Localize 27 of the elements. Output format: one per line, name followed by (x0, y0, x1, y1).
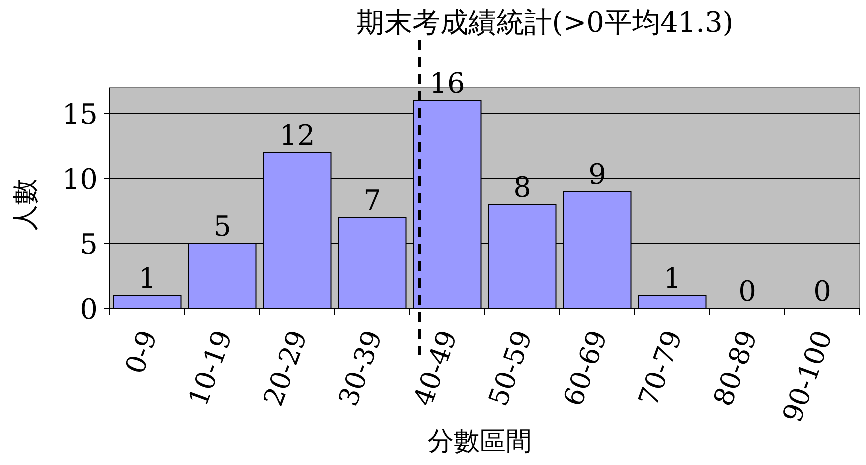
x-axis-title: 分數區間 (428, 427, 532, 457)
y-axis-title: 人數 (11, 179, 41, 231)
chart-title: 期末考成績統計(>0平均41.3) (356, 6, 734, 39)
y-tick-label: 10 (62, 163, 98, 196)
x-tick-label: 10-19 (183, 326, 240, 411)
x-tick-label: 80-89 (708, 326, 764, 411)
x-tick-label: 70-79 (633, 326, 690, 411)
x-tick-label: 30-39 (333, 326, 390, 411)
bar (113, 296, 182, 310)
data-label: 1 (664, 262, 682, 295)
data-label: 5 (214, 210, 232, 243)
x-tick-label: 20-29 (258, 326, 314, 411)
data-label: 1 (138, 262, 156, 295)
data-label: 12 (280, 119, 316, 152)
bar (638, 296, 707, 310)
data-label: 7 (364, 184, 382, 217)
y-tick-label: 5 (80, 228, 98, 261)
y-tick-label: 15 (62, 98, 98, 131)
x-tick-label: 40-49 (408, 326, 464, 411)
x-tick-label: 60-69 (558, 326, 614, 411)
data-label: 0 (814, 275, 832, 308)
x-tick-label: 50-59 (483, 326, 540, 411)
data-label: 0 (738, 275, 756, 308)
data-label: 16 (430, 67, 466, 100)
y-tick-label: 0 (80, 293, 98, 326)
data-label: 8 (514, 171, 532, 204)
x-tick-label: 0-9 (120, 326, 164, 378)
